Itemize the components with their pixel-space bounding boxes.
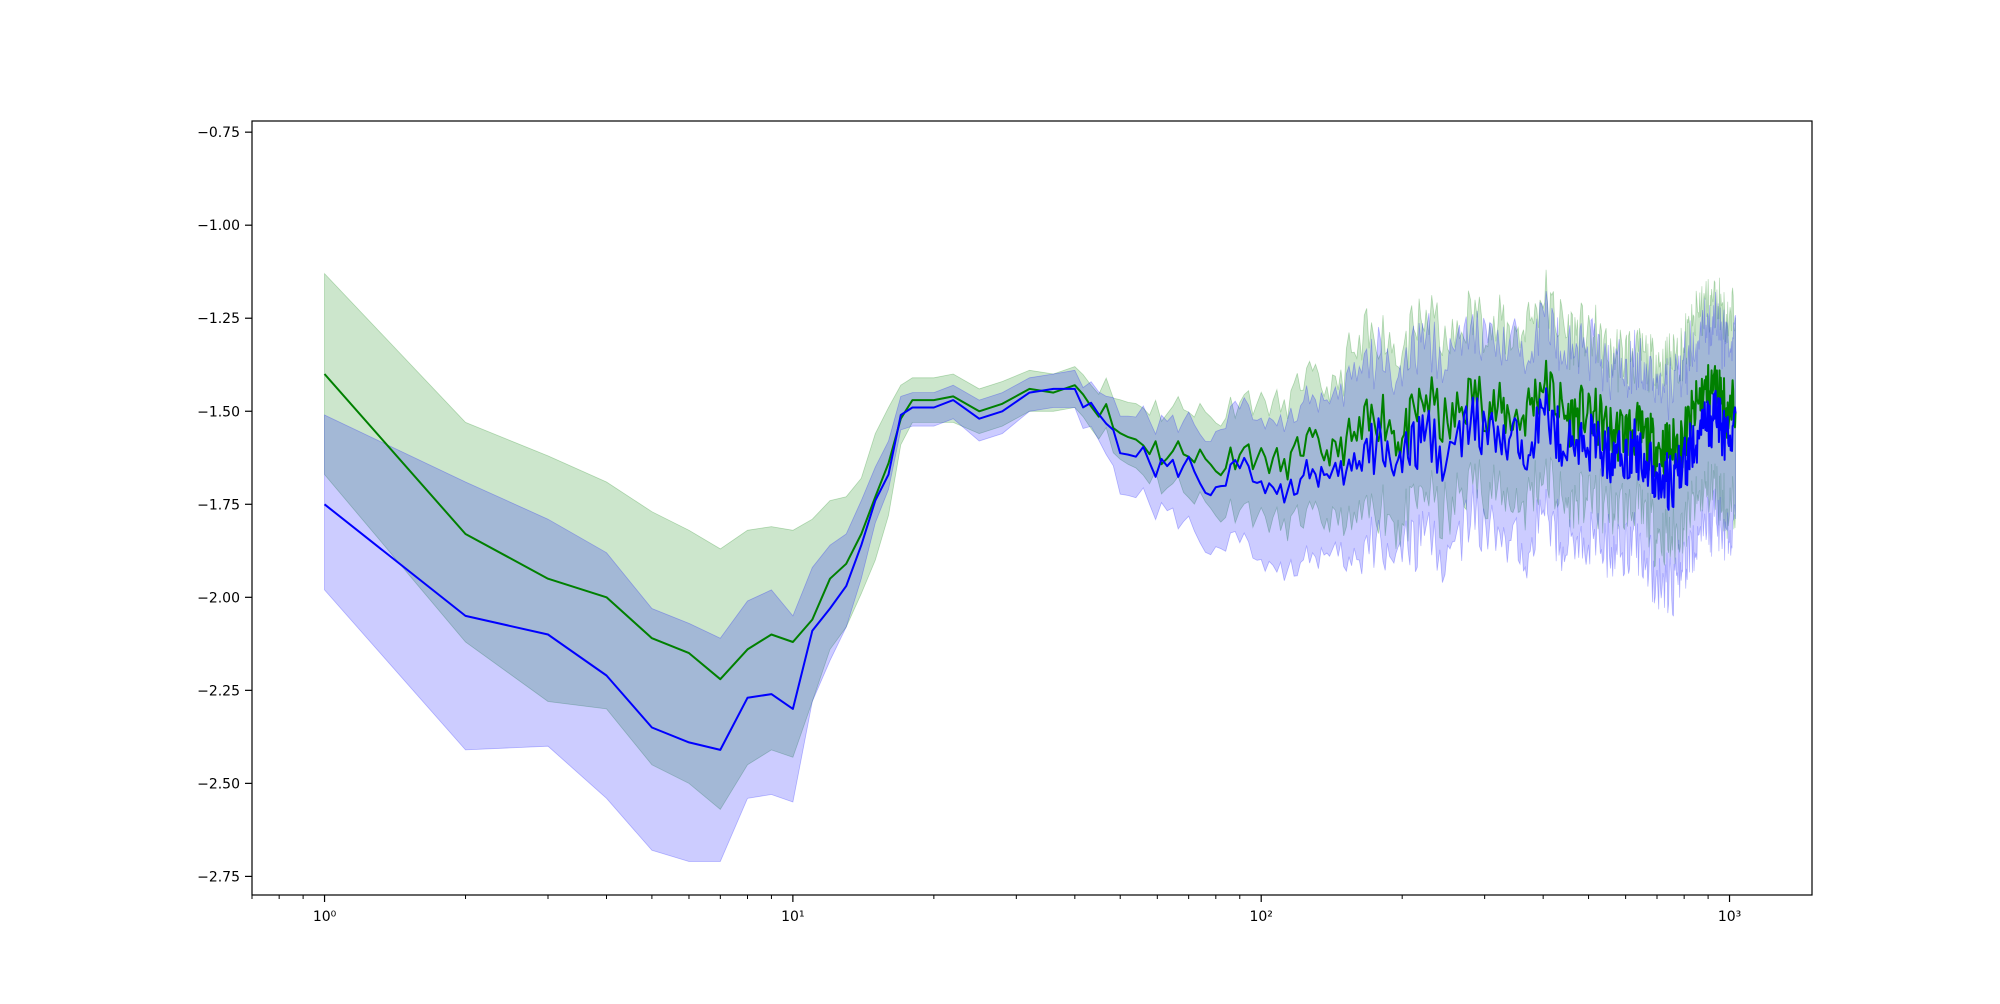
series-1-line — [323, 359, 1737, 681]
plot-frame — [251, 120, 1813, 896]
x-tick-label: 10³ — [1718, 909, 1741, 925]
x-tick-label: 10¹ — [781, 909, 804, 925]
x-tick-label: 10⁰ — [313, 909, 337, 925]
y-axis-ticks: −0.75 −1.00 −1.25 −1.50 −1.75 −2.00 −2.25 −2.50… — [197, 125, 252, 885]
series-lines — [323, 359, 1737, 751]
y-tick-label: −2.25 — [197, 683, 240, 699]
y-tick-label: −1.50 — [197, 404, 240, 420]
series-2-line — [323, 387, 1737, 751]
y-tick-label: −0.75 — [197, 125, 240, 141]
y-tick-label: −2.00 — [197, 590, 240, 606]
series-2-band — [324, 291, 1736, 862]
x-axis-ticks: 10⁰ 10¹ 10² 10³ — [251, 895, 1741, 925]
x-tick-label: 10² — [1249, 909, 1272, 925]
y-tick-label: −1.00 — [197, 218, 240, 234]
y-tick-label: −1.75 — [197, 497, 240, 513]
y-tick-label: −2.75 — [197, 869, 240, 885]
y-tick-label: −1.25 — [197, 311, 240, 327]
y-tick-label: −2.50 — [197, 776, 240, 792]
